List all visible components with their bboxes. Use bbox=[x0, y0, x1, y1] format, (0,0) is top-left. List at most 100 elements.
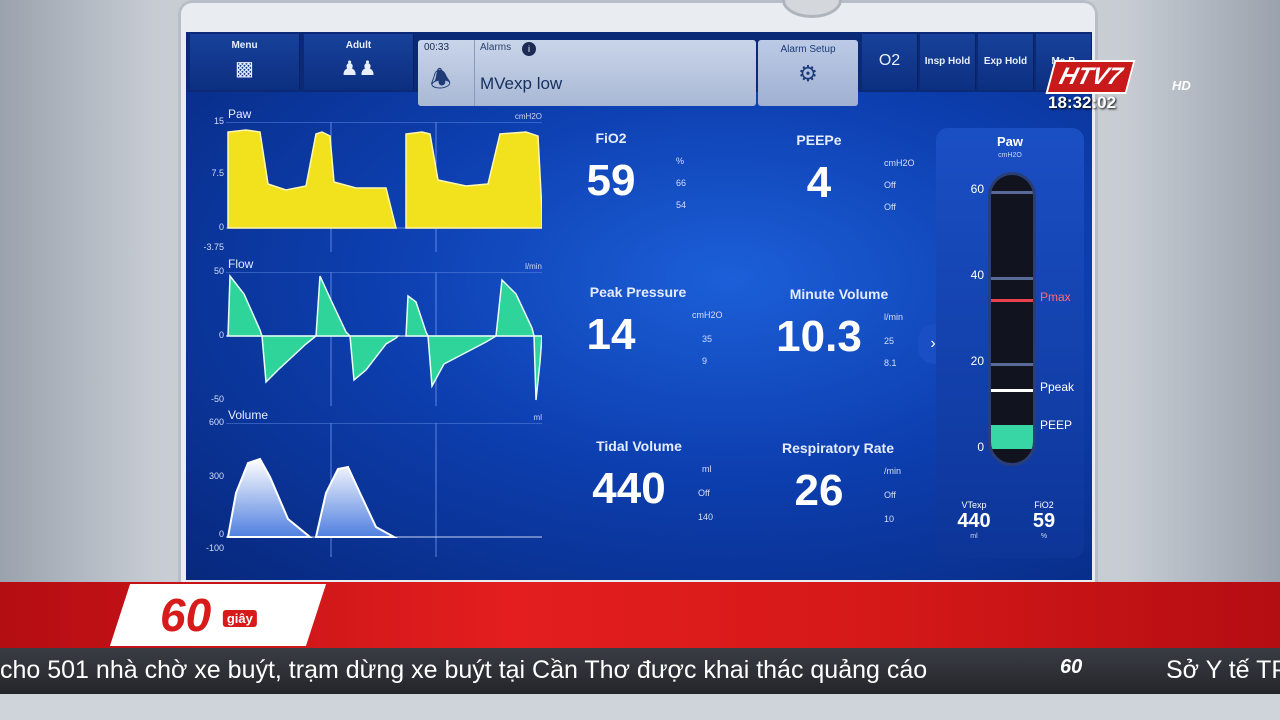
frame-knob bbox=[782, 0, 842, 18]
briefcase-icon: ▩ bbox=[235, 58, 254, 80]
info-icon[interactable]: i bbox=[522, 42, 536, 56]
paw-wave-plot bbox=[226, 122, 542, 252]
flow-wave-plot bbox=[226, 272, 542, 406]
channel-logo-text: HTV7 bbox=[1045, 60, 1136, 94]
fio2-low-limit: 54 bbox=[676, 200, 687, 210]
tidal-volume-unit: ml bbox=[702, 464, 712, 474]
respiratory-rate-value: 26 bbox=[794, 466, 844, 515]
fio2-mini-label: FiO2 bbox=[1034, 500, 1054, 510]
peak-pressure-name: Peak Pressure bbox=[589, 284, 687, 300]
program-badge-word: giây bbox=[222, 610, 257, 627]
fio2-param[interactable]: FiO2 59 % 66 54 bbox=[556, 130, 726, 220]
peep-name: PEEPe bbox=[796, 132, 842, 148]
minute-volume-value: 10.3 bbox=[776, 312, 862, 361]
alarm-divider bbox=[474, 40, 475, 106]
respiratory-rate-name: Respiratory Rate bbox=[781, 440, 895, 456]
exp-hold-button[interactable]: Exp Hold bbox=[978, 34, 1034, 90]
volume-wave-title: Volume bbox=[228, 408, 269, 422]
paw-tick: 7.5 bbox=[211, 168, 224, 178]
pmax-marker bbox=[991, 299, 1033, 302]
ventilator-screen: Menu ▩ Adult ♟♟ O2 Insp Hold Exp Hold Ma… bbox=[186, 32, 1092, 580]
hd-badge: HD bbox=[1172, 78, 1191, 93]
minute-volume-param[interactable]: Minute Volume 10.3 l/min 25 8.1 bbox=[764, 286, 934, 376]
minute-volume-high-limit: 25 bbox=[884, 336, 895, 346]
peep-high-limit: Off bbox=[884, 180, 896, 190]
tidal-volume-high-limit: Off bbox=[698, 488, 710, 498]
fio2-readout: FiO2 59 % bbox=[1016, 500, 1072, 540]
alarms-heading: Alarms bbox=[480, 42, 512, 53]
ticker-next-text: Sở Y tế TP bbox=[1166, 656, 1280, 684]
minute-volume-unit: l/min bbox=[884, 312, 904, 322]
program-badge: 60 giây bbox=[109, 584, 327, 646]
peak-pressure-low-limit: 9 bbox=[702, 356, 708, 366]
alarm-setup-button[interactable]: Alarm Setup ⚙ bbox=[758, 40, 858, 106]
program-badge-number: 60 bbox=[160, 589, 212, 641]
vtexp-unit: ml bbox=[970, 533, 978, 540]
bell-gear-icon: ⚙ bbox=[798, 61, 818, 86]
flow-wave-title: Flow bbox=[228, 257, 254, 271]
tidal-volume-low-limit: 140 bbox=[698, 512, 714, 522]
volume-tick: 0 bbox=[218, 529, 224, 539]
alarm-bell-icon: 🕭 bbox=[430, 66, 452, 93]
paw-scale-label: 60 bbox=[970, 182, 984, 196]
elapsed-time: 00:33 bbox=[424, 42, 450, 53]
fio2-mini-value: 59 bbox=[1032, 510, 1056, 532]
ticker-logo: 60 bbox=[1060, 656, 1083, 678]
volume-tick: 600 bbox=[208, 417, 224, 427]
flow-tick: 50 bbox=[213, 266, 224, 276]
respiratory-rate-unit: /min bbox=[884, 466, 902, 476]
menu-button[interactable]: Menu ▩ bbox=[190, 34, 300, 90]
adult-label: Adult bbox=[345, 40, 372, 51]
insp-hold-label: Insp Hold bbox=[924, 56, 971, 67]
paw-wave-unit: cmH2O bbox=[514, 112, 542, 121]
respiratory-rate-param[interactable]: Respiratory Rate 26 /min Off 10 bbox=[764, 440, 934, 530]
ticker-text: cho 501 nhà chờ xe buýt, trạm dừng xe bu… bbox=[0, 656, 928, 684]
vtexp-label: VTexp bbox=[961, 500, 987, 510]
o2-button[interactable]: O2 bbox=[862, 34, 918, 90]
respiratory-rate-low-limit: 10 bbox=[884, 514, 895, 524]
tidal-volume-param[interactable]: Tidal Volume 440 ml Off 140 bbox=[584, 438, 754, 528]
fio2-high-limit: 66 bbox=[676, 178, 687, 188]
peep-value: 4 bbox=[806, 158, 832, 207]
patient-type-button[interactable]: Adult ♟♟ bbox=[304, 34, 414, 90]
alarm-message: MVexp low bbox=[480, 74, 563, 93]
people-icon: ♟♟ bbox=[340, 58, 377, 80]
flow-wave-unit: l/min bbox=[525, 262, 542, 271]
paw-gridline bbox=[991, 277, 1033, 280]
peak-pressure-param[interactable]: Peak Pressure 14 cmH2O 35 9 bbox=[582, 284, 752, 374]
peak-pressure-value: 14 bbox=[586, 310, 636, 359]
flow-waveform: Flow l/min 50 0 -50 bbox=[211, 257, 542, 406]
fio2-name: FiO2 bbox=[595, 130, 627, 146]
menu-label: Menu bbox=[231, 40, 258, 51]
volume-tick: 300 bbox=[208, 471, 224, 481]
vtexp-value: 440 bbox=[957, 510, 991, 532]
alarm-setup-label: Alarm Setup bbox=[780, 44, 836, 55]
o2-label: O2 bbox=[878, 52, 901, 69]
flow-wave-fill bbox=[227, 273, 542, 401]
flow-tick: -50 bbox=[210, 394, 224, 404]
paw-tick: 0 bbox=[218, 222, 224, 232]
pmax-label: Pmax bbox=[1040, 290, 1071, 304]
volume-wave-fill bbox=[226, 457, 398, 538]
alarm-panel[interactable]: 00:33 🕭 Alarms i MVexp low bbox=[418, 40, 756, 106]
volume-tick: -100 bbox=[205, 543, 224, 553]
paw-tick: -3.75 bbox=[203, 242, 224, 252]
ppeak-marker bbox=[991, 389, 1033, 392]
news-ticker: cho 501 nhà chờ xe buýt, trạm dừng xe bu… bbox=[0, 648, 1280, 694]
peep-fill bbox=[991, 425, 1033, 449]
peep-unit: cmH2O bbox=[884, 158, 915, 168]
peak-pressure-high-limit: 35 bbox=[702, 334, 713, 344]
channel-logo: HTV7 HD bbox=[1045, 60, 1196, 96]
paw-bar-panel: Paw cmH2O 60 40 20 0 Pmax Ppeak PEEP VTe… bbox=[936, 128, 1084, 558]
paw-bar-title: Paw bbox=[996, 134, 1023, 149]
fio2-value: 59 bbox=[586, 156, 636, 205]
volume-wave-plot bbox=[226, 423, 542, 557]
minute-volume-low-limit: 8.1 bbox=[884, 358, 897, 368]
paw-bar-tube bbox=[988, 172, 1036, 466]
exp-hold-label: Exp Hold bbox=[983, 56, 1028, 67]
insp-hold-button[interactable]: Insp Hold bbox=[920, 34, 976, 90]
peep-param[interactable]: PEEPe 4 cmH2O Off Off bbox=[764, 132, 934, 222]
paw-waveform: Paw cmH2O 15 7.5 0 -3.75 bbox=[203, 107, 542, 252]
fio2-mini-unit: % bbox=[1040, 533, 1048, 540]
paw-scale-label: 40 bbox=[970, 268, 984, 282]
